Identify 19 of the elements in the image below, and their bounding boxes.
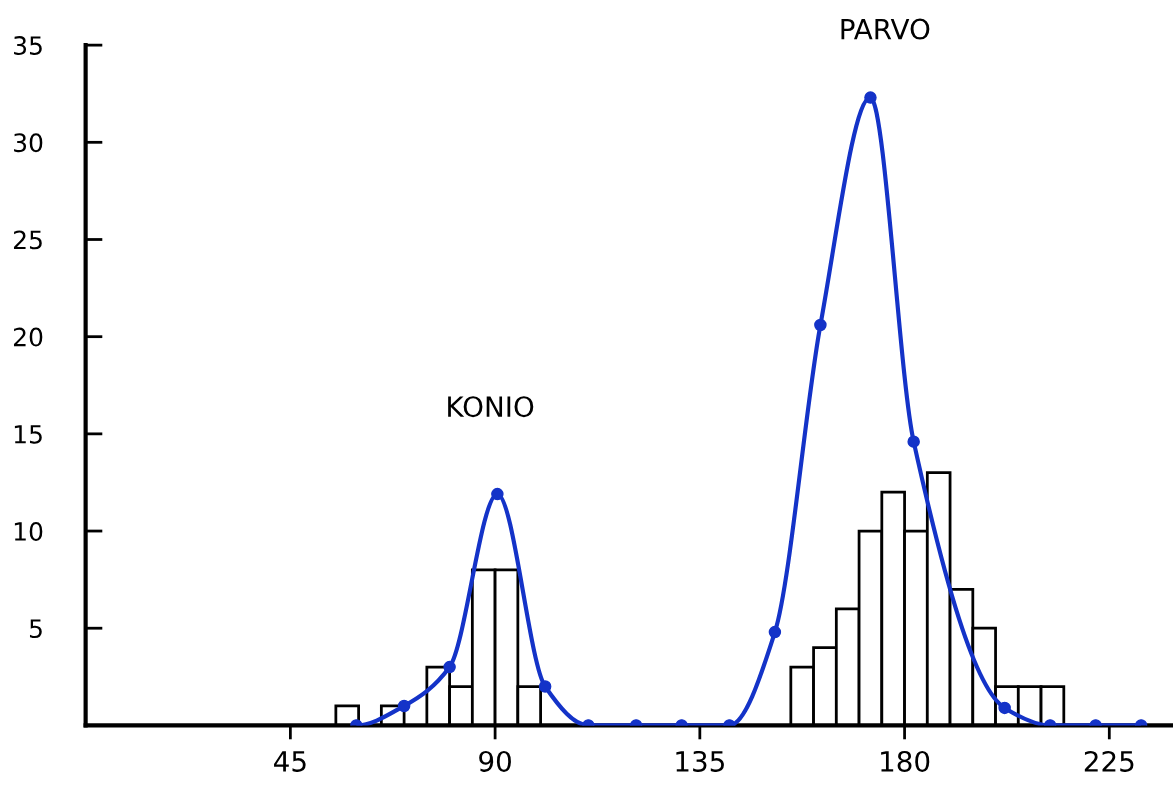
point bbox=[864, 91, 877, 104]
x-tick-label: 90 bbox=[479, 750, 511, 772]
y-tick-label: 15 bbox=[14, 425, 42, 444]
y-tick-label: 20 bbox=[13, 327, 43, 347]
x-tick-label: 225 bbox=[1084, 750, 1134, 772]
x-tick-label: 45 bbox=[274, 751, 306, 772]
x-tick-label: 135 bbox=[676, 750, 724, 772]
x-tick-label: 180 bbox=[881, 750, 930, 772]
y-tick-label: 25 bbox=[13, 230, 42, 250]
y-tick-label: 30 bbox=[14, 133, 43, 153]
point bbox=[907, 435, 920, 448]
y-tick-label: 10 bbox=[14, 521, 43, 541]
point bbox=[814, 318, 827, 332]
text: PARVO bbox=[841, 18, 930, 40]
point bbox=[491, 487, 504, 501]
annotation: KONIO bbox=[448, 396, 534, 418]
y-tick-label: 35 bbox=[14, 36, 42, 55]
point bbox=[768, 625, 782, 639]
y-tick-label: 5 bbox=[29, 619, 42, 639]
